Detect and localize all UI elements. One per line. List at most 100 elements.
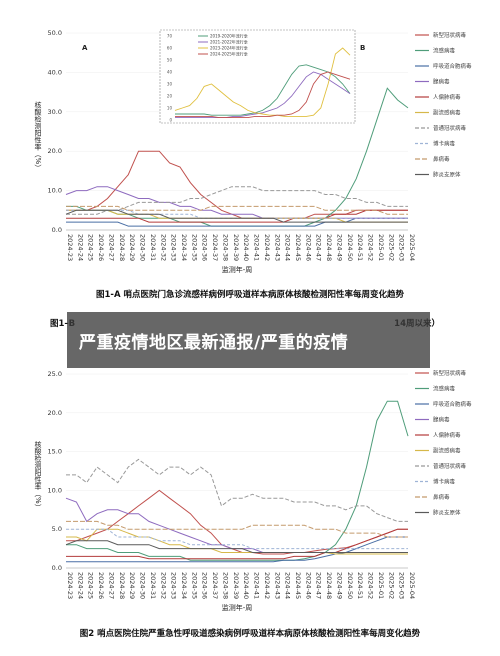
inset-y-tick: 20 [167, 94, 173, 99]
x-tick-label: 2025-04 [408, 572, 416, 599]
legend-entry: 新型冠状病毒 [433, 31, 467, 39]
legend-entry: 腺病毒 [433, 416, 450, 424]
x-tick-label: 2024-49 [335, 234, 343, 261]
inset-y-tick: 10 [167, 106, 173, 111]
series-line [66, 150, 408, 219]
series-line [66, 520, 408, 538]
x-tick-label: 2025-01 [377, 234, 385, 261]
x-tick-label: 2024-51 [356, 234, 364, 261]
y-tick-label: 20.0 [48, 147, 62, 155]
x-tick-label: 2024-42 [263, 234, 271, 261]
y-tick-label: 0.0 [52, 564, 62, 572]
y-tick-label: 15.0 [48, 448, 62, 456]
x-tick-label: 2024-37 [211, 572, 219, 599]
x-tick-label: 2024-32 [159, 234, 167, 261]
inset-y-tick: 60 [167, 46, 173, 51]
x-tick-label: 2024-49 [335, 572, 343, 599]
y-axis-label: 核酸检测阳性率（%） [34, 440, 42, 510]
x-tick-label: 2024-35 [190, 234, 198, 261]
x-tick-label: 2024-28 [118, 234, 126, 261]
panel-label-b: B [360, 44, 365, 52]
x-tick-label: 2024-28 [118, 572, 126, 599]
x-tick-label: 2024-39 [232, 234, 240, 261]
legend-entry: 副流感病毒 [433, 447, 461, 455]
inset-legend-entry: 2019-2020年流行季 [210, 33, 248, 39]
legend-entry: 肺炎支原体 [433, 509, 461, 517]
x-tick-label: 2024-50 [346, 234, 354, 261]
series-line [66, 186, 408, 215]
x-tick-label: 2024-48 [325, 234, 333, 261]
y-tick-label: 50.0 [48, 29, 62, 37]
y-tick-label: 0.0 [52, 226, 62, 234]
x-tick-label: 2024-24 [76, 572, 84, 599]
x-tick-label: 2024-44 [284, 234, 292, 261]
x-tick-label: 2024-40 [242, 234, 250, 261]
legend-entry: 普通冠状病毒 [433, 462, 467, 470]
y-tick-label: 20.0 [48, 409, 62, 417]
inset-y-tick: 70 [167, 34, 173, 39]
x-tick-label: 2024-32 [159, 572, 167, 599]
x-tick-label: 2025-02 [387, 234, 395, 261]
inset-y-tick: 0 [169, 118, 172, 123]
x-tick-label: 2024-26 [97, 572, 105, 599]
x-tick-label: 2024-44 [284, 572, 292, 599]
x-tick-label: 2024-46 [304, 572, 312, 599]
x-tick-label: 2024-42 [263, 572, 271, 599]
x-tick-label: 2024-23 [66, 234, 74, 261]
x-tick-label: 2024-36 [201, 572, 209, 599]
x-tick-label: 2024-43 [273, 572, 281, 599]
x-tick-label: 2024-36 [201, 234, 209, 261]
legend-entry: 博卡病毒 [433, 478, 456, 486]
chart-1-caption: 图1-A 哨点医院门急诊流感样病例呼吸道样本病原体核酸检测阳性率每周变化趋势 [96, 289, 404, 300]
x-tick-label: 2024-47 [315, 572, 323, 599]
x-tick-label: 2024-29 [128, 234, 136, 261]
chart-2-caption: 图2 哨点医院住院严重急性呼吸道感染病例呼吸道样本病原体核酸检测阳性率每周变化趋… [80, 628, 421, 639]
y-tick-label: 25.0 [48, 370, 62, 378]
x-tick-label: 2024-38 [221, 234, 229, 261]
x-tick-label: 2024-30 [139, 234, 147, 261]
legend-entry: 肺炎支原体 [433, 171, 461, 179]
legend-entry: 流感病毒 [433, 47, 456, 55]
inset-series-line [175, 71, 351, 119]
x-tick-label: 2024-24 [76, 234, 84, 261]
x-tick-label: 2024-25 [87, 234, 95, 261]
x-tick-label: 2024-23 [66, 572, 74, 599]
news-banner: 严重疫情地区最新通报/严重的疫情 [67, 312, 430, 368]
x-tick-label: 2024-30 [139, 572, 147, 599]
x-tick-label: 2025-02 [387, 572, 395, 599]
x-tick-label: 2024-27 [107, 572, 115, 599]
x-tick-label: 2024-34 [180, 234, 188, 261]
legend-entry: 鼻病毒 [433, 155, 450, 163]
series-line [66, 536, 408, 563]
series-line [66, 528, 408, 560]
inset-legend-entry: 2023-2024年流行季 [210, 45, 248, 51]
legend-entry: 腺病毒 [433, 78, 450, 86]
x-tick-label: 2024-39 [232, 572, 240, 599]
x-tick-label: 2025-03 [398, 234, 406, 261]
x-tick-label: 2025-04 [408, 234, 416, 261]
chart-1b-caption: 图1–B [50, 319, 75, 329]
x-tick-label: 2024-43 [273, 234, 281, 261]
series-line [65, 540, 408, 553]
x-tick-label: 2024-51 [356, 572, 364, 599]
y-tick-label: 10.0 [48, 187, 62, 195]
x-tick-label: 2024-31 [149, 234, 157, 261]
legend-entry: 新型冠状病毒 [433, 369, 467, 377]
y-tick-label: 40.0 [48, 68, 62, 76]
x-tick-label: 2024-46 [304, 234, 312, 261]
series-line [66, 400, 409, 561]
legend-entry: 流感病毒 [433, 385, 456, 393]
x-tick-label: 2024-50 [346, 572, 354, 599]
inset-series-line [175, 64, 351, 116]
y-axis-label: 核酸检测阳性率（%） [34, 101, 42, 171]
inset-legend-entry: 2021-2022年流行季 [210, 39, 248, 45]
x-tick-label: 2024-35 [190, 572, 198, 599]
x-tick-label: 2025-01 [377, 572, 385, 599]
x-axis-label: 监测年-周 [222, 265, 253, 274]
x-tick-label: 2024-41 [253, 234, 261, 261]
inset-series-line [174, 47, 351, 117]
x-tick-label: 2024-45 [294, 234, 302, 261]
